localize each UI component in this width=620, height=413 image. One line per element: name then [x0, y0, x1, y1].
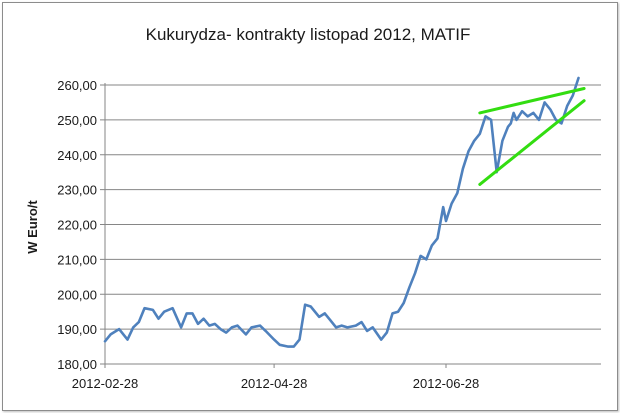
trendline: [478, 86, 586, 115]
trendlines: [478, 86, 586, 186]
y-tick-label: 250,00: [57, 113, 97, 128]
gridlines: [105, 84, 601, 330]
trendline: [478, 99, 586, 186]
axes: [100, 83, 601, 368]
y-tick-labels: 180,00 190,00 200,00 210,00 220,00 230,00 240,…: [57, 78, 97, 372]
y-tick-label: 210,00: [57, 252, 97, 267]
y-axis-label: W Euro/t: [25, 200, 40, 254]
y-tick-label: 180,00: [57, 357, 97, 372]
chart-title: Kukurydza- kontrakty listopad 2012, MATI…: [146, 25, 471, 44]
x-tick-label: 2012-04-28: [241, 376, 308, 391]
x-tick-labels: 2012-02-28 2012-04-28 2012-06-28: [72, 376, 480, 391]
y-tick-label: 240,00: [57, 148, 97, 163]
y-tick-label: 220,00: [57, 218, 97, 233]
line-chart: Kukurydza- kontrakty listopad 2012, MATI…: [25, 25, 601, 391]
price-series-line: [103, 76, 580, 348]
series-layer: [103, 76, 580, 348]
y-tick-label: 200,00: [57, 287, 97, 302]
y-tick-label: 260,00: [57, 78, 97, 93]
x-tick-label: 2012-02-28: [72, 376, 139, 391]
y-tick-label: 190,00: [57, 322, 97, 337]
y-tick-label: 230,00: [57, 183, 97, 198]
x-tick-label: 2012-06-28: [413, 376, 480, 391]
